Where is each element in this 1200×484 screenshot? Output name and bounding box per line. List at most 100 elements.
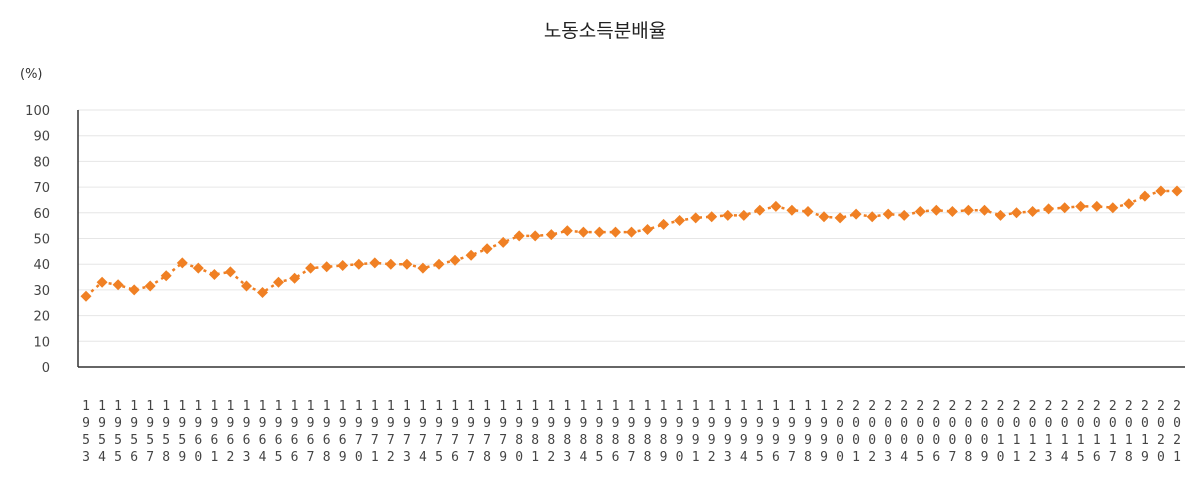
data-point-2020 [1155, 185, 1167, 197]
data-point-1973 [401, 258, 413, 270]
data-point-2000 [834, 212, 846, 224]
data-point-1985 [593, 226, 605, 238]
data-point-1954 [96, 276, 108, 288]
data-point-1975 [433, 258, 445, 270]
y-axis-unit: (%) [20, 67, 43, 82]
data-point-1963 [241, 280, 252, 292]
x-axis-ticks: 1 9 5 3 1 9 5 4 1 9 5 5 1 9 5 6 1 9 5 7 1 9 5 8 1 9 5 9 1 9 6 0 1 9 6 1 1 9 6 2… [82, 399, 1181, 465]
data-point-2008 [962, 204, 974, 216]
y-tick-label: 60 [33, 207, 50, 222]
data-point-1990 [674, 215, 686, 226]
data-point-1988 [642, 224, 653, 235]
y-tick-label: 100 [25, 104, 50, 119]
data-point-1994 [738, 209, 750, 221]
data-point-1959 [176, 257, 188, 269]
data-point-1968 [321, 261, 333, 273]
data-point-2006 [930, 204, 942, 216]
data-point-1957 [144, 280, 156, 292]
data-point-1999 [818, 211, 830, 223]
data-point-1979 [497, 236, 509, 248]
data-point-2018 [1123, 198, 1135, 210]
data-point-1974 [417, 262, 429, 274]
y-tick-label: 90 [33, 130, 50, 145]
data-point-2004 [898, 209, 910, 221]
data-point-2016 [1091, 200, 1103, 212]
data-point-1996 [770, 200, 782, 212]
data-point-1978 [481, 243, 493, 255]
data-point-1981 [529, 230, 541, 242]
data-point-1972 [385, 258, 397, 270]
y-tick-label: 70 [33, 181, 50, 196]
chart-title: 노동소득분배율 [544, 20, 666, 42]
y-tick-label: 80 [33, 155, 50, 170]
data-point-1997 [786, 204, 798, 216]
y-tick-label: 0 [42, 361, 50, 376]
data-point-1976 [449, 254, 461, 266]
data-point-1992 [706, 211, 718, 223]
data-point-1991 [690, 212, 702, 224]
data-point-1969 [337, 260, 349, 271]
data-point-1986 [610, 226, 621, 238]
data-point-1961 [208, 269, 220, 280]
data-point-1998 [802, 206, 814, 217]
data-point-2003 [882, 208, 894, 220]
y-tick-label: 10 [33, 335, 50, 350]
y-tick-label: 30 [33, 284, 50, 299]
data-point-1955 [112, 279, 124, 291]
data-point-1982 [545, 229, 557, 241]
data-point-1960 [192, 262, 204, 274]
data-point-2002 [866, 211, 878, 223]
data-point-2007 [946, 206, 958, 217]
y-tick-label: 40 [33, 258, 50, 273]
data-point-1953 [80, 290, 92, 302]
data-point-1965 [273, 276, 284, 288]
data-point-1958 [160, 270, 172, 282]
y-tick-label: 20 [33, 310, 50, 325]
data-point-2010 [995, 209, 1006, 221]
data-point-1964 [257, 287, 268, 298]
data-point-1970 [353, 258, 365, 270]
data-point-1980 [513, 230, 525, 242]
data-point-2019 [1139, 190, 1151, 202]
data-point-2001 [850, 208, 862, 220]
data-point-2005 [914, 206, 926, 217]
